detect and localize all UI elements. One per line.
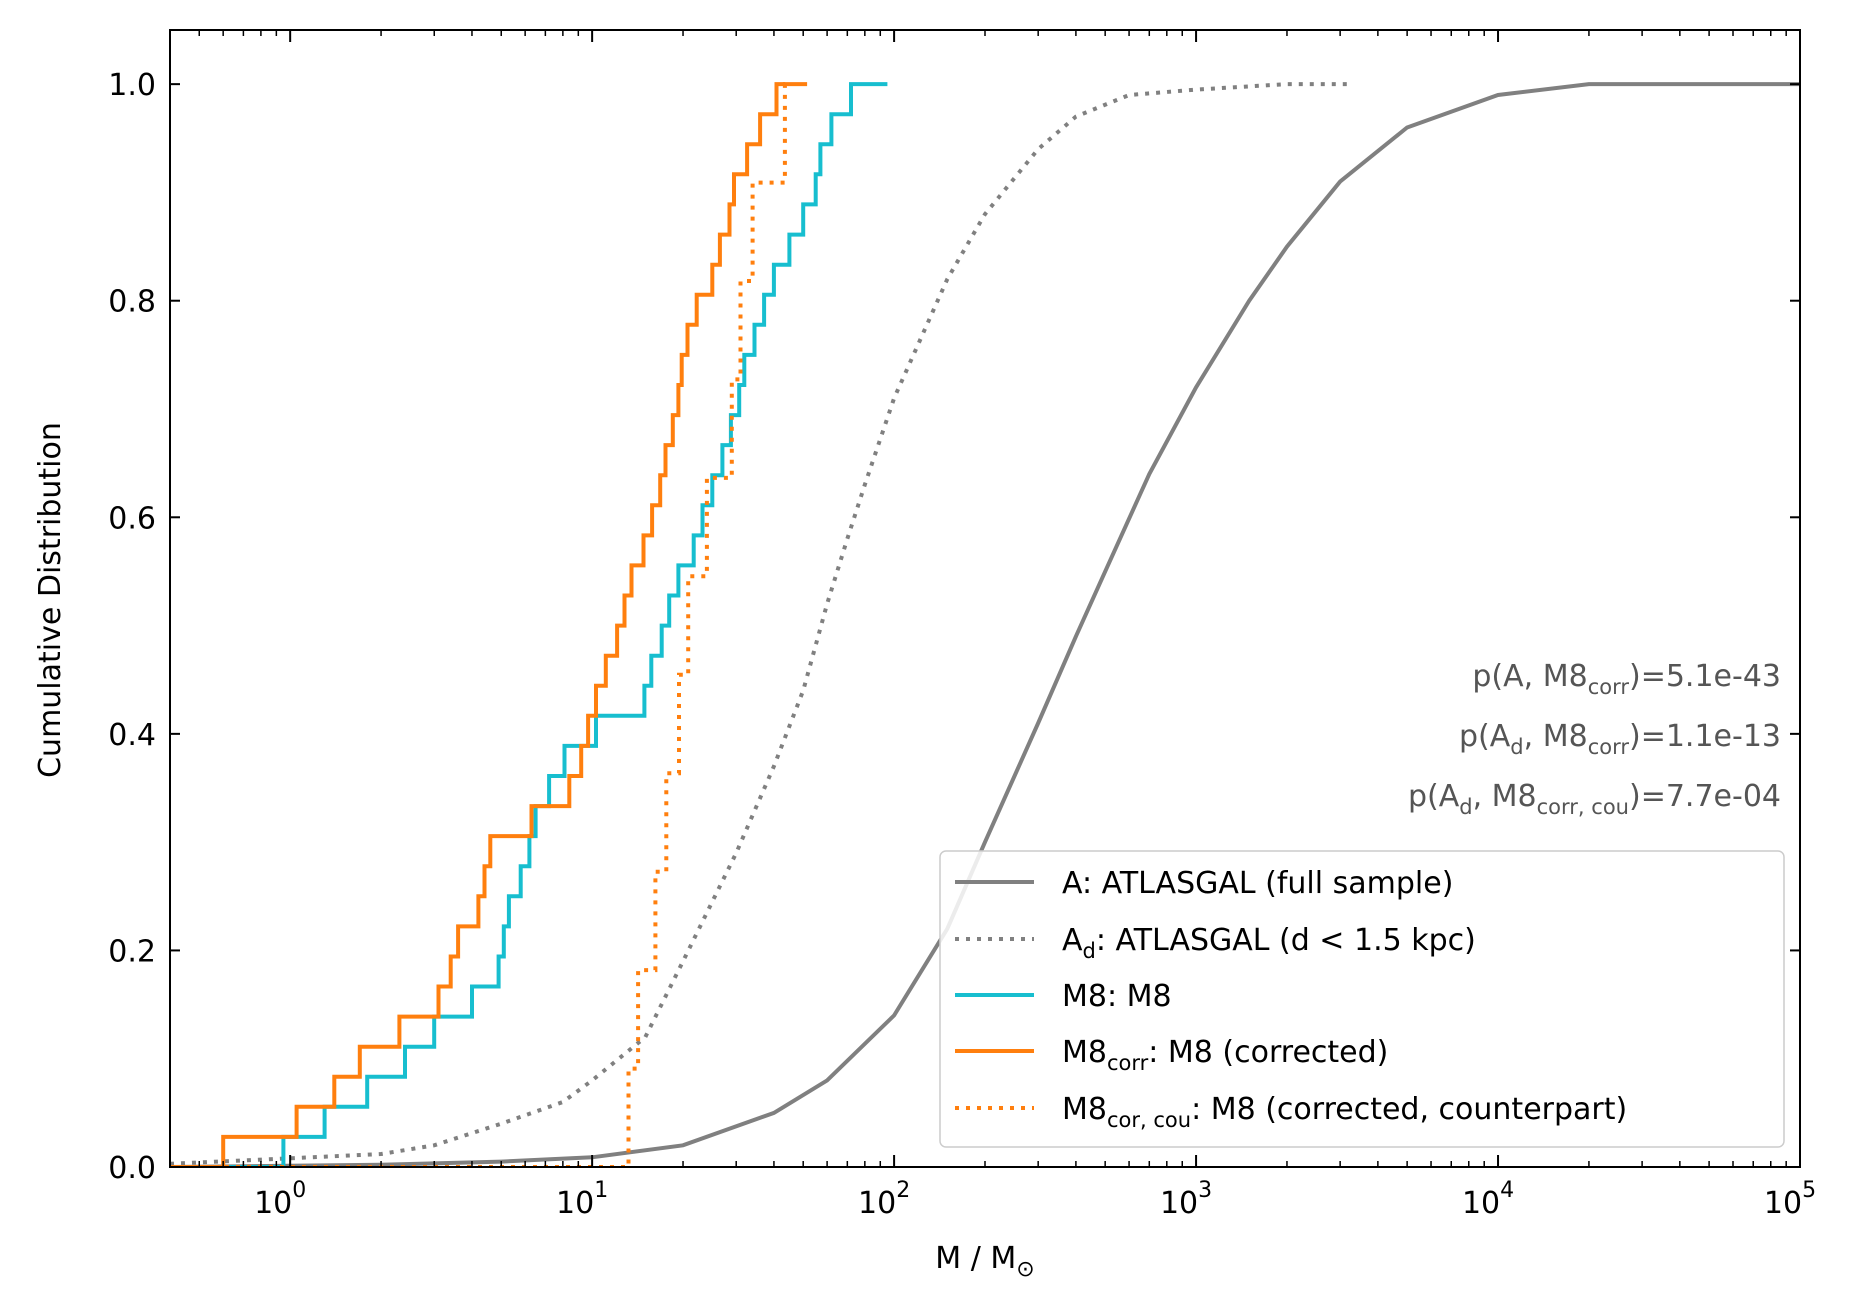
- y-tick-label: 0.6: [108, 501, 156, 536]
- p-value-annotation: p(Ad, M8corr)=1.1e-13: [1459, 719, 1781, 759]
- x-tick-label: 101: [556, 1178, 608, 1221]
- series-line-M8: [170, 82, 888, 1167]
- y-tick-label: 0.0: [108, 1151, 156, 1186]
- p-value-annotation: p(Ad, M8corr, cou)=7.7e-04: [1408, 779, 1781, 819]
- y-tick-label: 1.0: [108, 68, 156, 103]
- x-axis-label: M / M⊙: [935, 1241, 1034, 1282]
- plot-frame: [169, 29, 1801, 1168]
- x-tick-label: 102: [858, 1178, 910, 1221]
- legend-label-M8: M8: M8: [1062, 979, 1172, 1014]
- series-line-A: [170, 82, 1800, 1167]
- legend-label-M8corcou: M8cor, cou: M8 (corrected, counterpart): [1062, 1092, 1627, 1132]
- y-tick-label: 0.4: [108, 718, 156, 753]
- x-axis-label-sun: ⊙: [1016, 1257, 1034, 1282]
- series-line-Ad: [170, 82, 1349, 1166]
- legend-label-A: A: ATLASGAL (full sample): [1062, 866, 1453, 901]
- series-layer: [170, 82, 1800, 1167]
- x-tick-label: 100: [254, 1178, 306, 1221]
- y-tick-label: 0.8: [108, 285, 156, 320]
- y-tick-label: 0.2: [108, 934, 156, 969]
- p-value-annotations: p(A, M8corr)=5.1e-43 p(Ad, M8corr)=1.1e-1…: [1408, 659, 1781, 819]
- legend-label-M8corr: M8corr: M8 (corrected): [1062, 1035, 1388, 1075]
- series-line-M8corcou: [170, 82, 787, 1167]
- x-axis-label-main: M / M: [935, 1241, 1016, 1276]
- p-value-annotation: p(A, M8corr)=5.1e-43: [1472, 659, 1781, 699]
- legend-label-Ad: Ad: ATLASGAL (d < 1.5 kpc): [1062, 923, 1476, 963]
- y-axis-label: Cumulative Distribution: [33, 422, 68, 778]
- series-line-M8corr: [170, 82, 808, 1167]
- legend-box: [939, 850, 1785, 1148]
- x-tick-label: 103: [1160, 1178, 1212, 1221]
- x-tick-label: 104: [1462, 1178, 1514, 1221]
- ticks-layer: 0.0 0.2 0.4 0.6 0.8 1.0 100 101 102 103 104 105: [108, 30, 1816, 1221]
- legend: A: ATLASGAL (full sample) Ad: ATLASGAL (d…: [939, 850, 1785, 1148]
- x-tick-label: 105: [1764, 1178, 1816, 1221]
